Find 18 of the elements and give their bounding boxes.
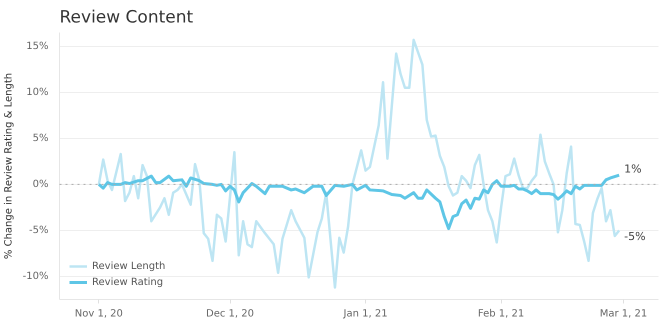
x-tick-label: Feb 1, 21 xyxy=(478,308,524,320)
data-label: 1% xyxy=(624,162,642,176)
y-axis-title: % Change in Review Rating & Length xyxy=(4,72,15,260)
y-tick-label: 5% xyxy=(32,132,49,144)
y-tick-label: -10% xyxy=(22,270,49,282)
chart-title: Review Content xyxy=(60,8,194,28)
y-tick-label: 10% xyxy=(26,86,49,98)
line-series xyxy=(97,174,621,230)
y-tick-label: 0% xyxy=(32,178,49,190)
y-tick-label: 15% xyxy=(26,40,49,52)
legend-label: Review Length xyxy=(92,260,166,272)
x-tick-label: Jan 1, 21 xyxy=(342,308,388,320)
y-tick-label: -5% xyxy=(29,224,49,236)
x-tick-label: Dec 1, 20 xyxy=(206,308,254,320)
x-tick-label: Nov 1, 20 xyxy=(74,308,123,320)
legend-label: Review Rating xyxy=(92,276,164,288)
x-tick-label: Mar 1, 21 xyxy=(600,308,648,320)
data-label: -5% xyxy=(624,230,646,243)
